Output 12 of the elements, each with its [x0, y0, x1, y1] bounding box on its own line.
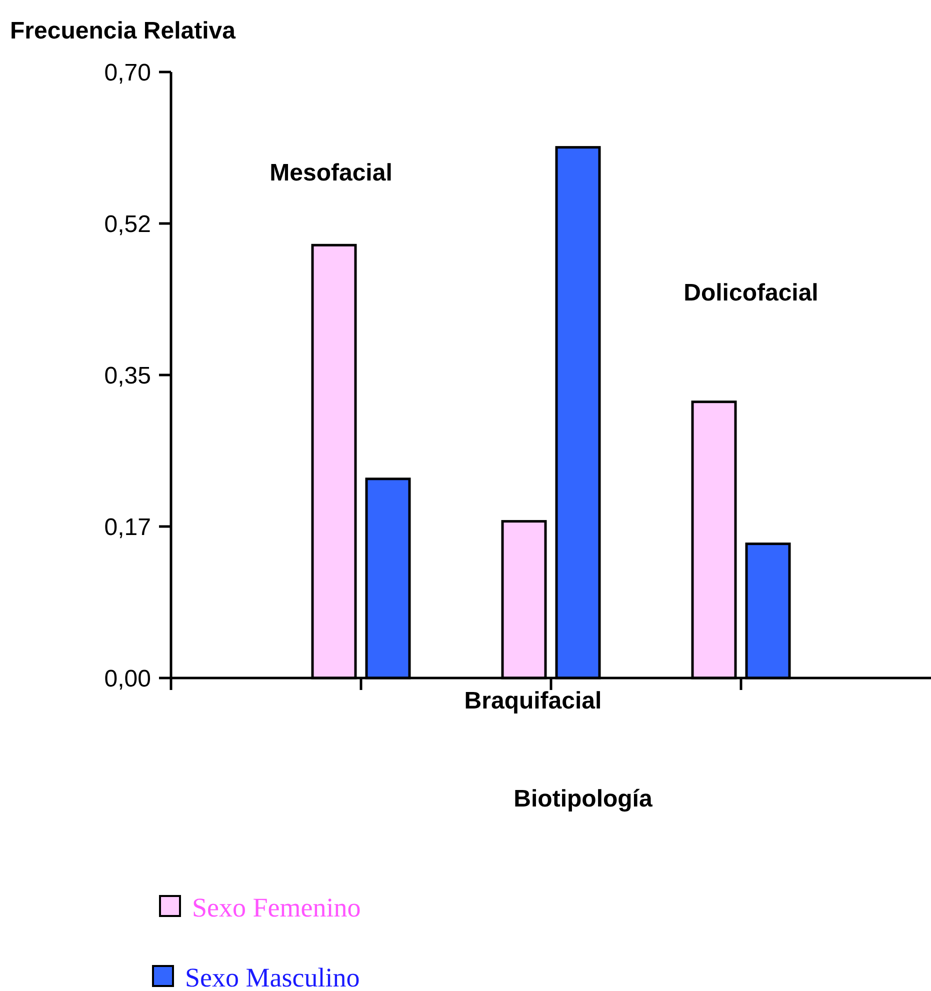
y-tick-label: 0,52: [104, 210, 151, 238]
x-axis-title: Biotipología: [514, 785, 653, 812]
y-tick-label: 0,35: [104, 362, 151, 390]
y-tick-label: 0,00: [104, 665, 151, 692]
x-tick-label: Dolicofacial: [684, 279, 818, 306]
y-tick-label: 0,17: [104, 514, 151, 541]
y-tick-label: 0,70: [104, 59, 151, 86]
y-axis-title: Frecuencia Relativa: [10, 17, 236, 44]
legend-label: Sexo Femenino: [192, 892, 361, 922]
x-tick-label: Mesofacial: [270, 159, 392, 186]
x-tick-label: Braquifacial: [464, 687, 602, 714]
legend-label: Sexo Masculino: [185, 962, 360, 991]
